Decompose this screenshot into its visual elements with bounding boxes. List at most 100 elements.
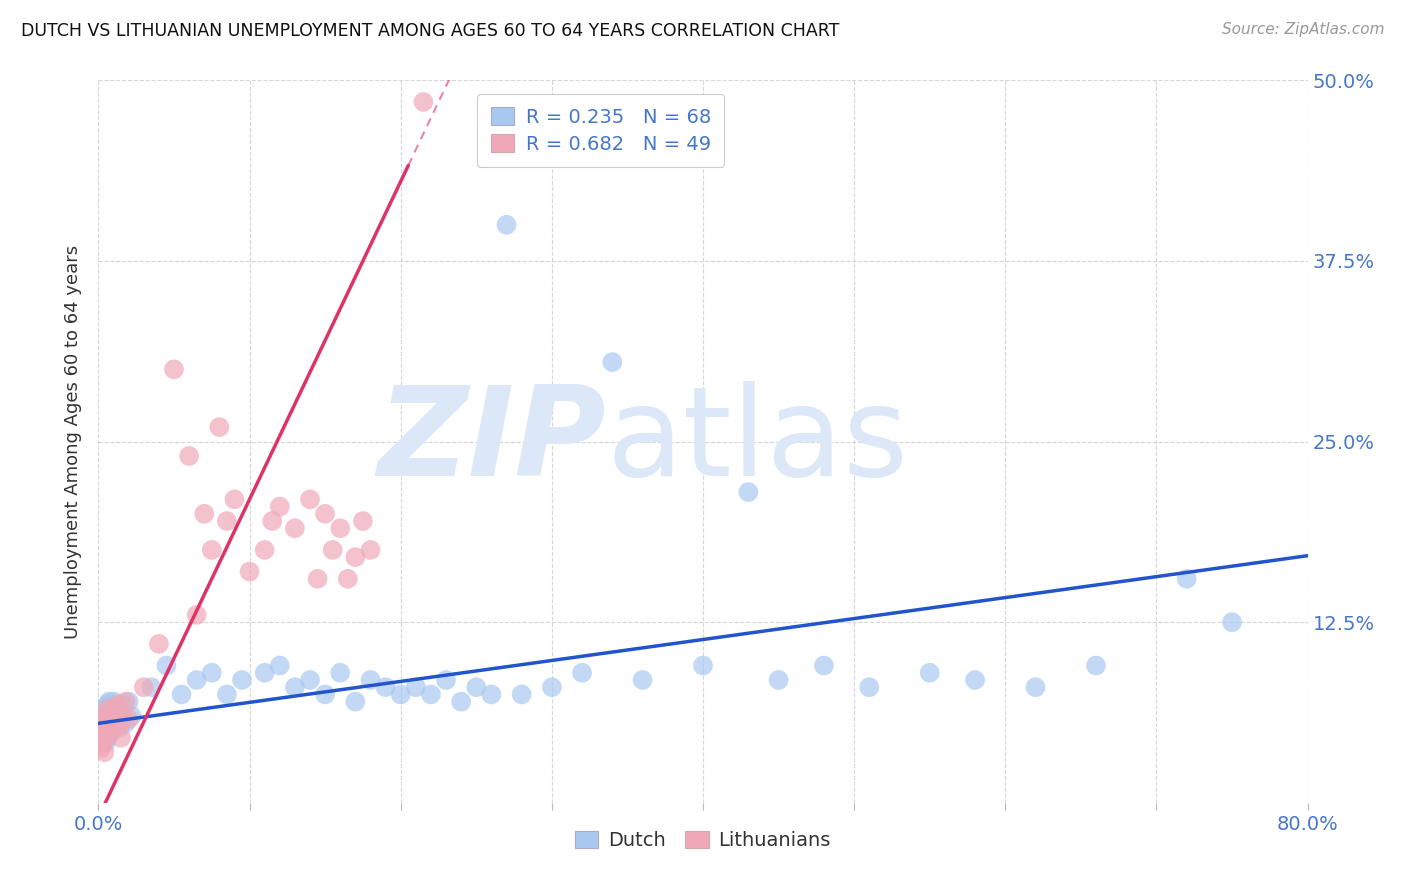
Point	[262, 514, 284, 528]
Point	[768, 673, 790, 687]
Point	[344, 550, 367, 565]
Point	[179, 449, 201, 463]
Point	[1175, 572, 1198, 586]
Point	[98, 721, 121, 735]
Point	[374, 680, 396, 694]
Point	[121, 709, 143, 723]
Point	[105, 721, 128, 735]
Point	[344, 695, 367, 709]
Point	[269, 658, 291, 673]
Point	[96, 726, 118, 740]
Point	[602, 355, 624, 369]
Point	[284, 680, 307, 694]
Point	[90, 723, 112, 738]
Point	[239, 565, 262, 579]
Point	[107, 712, 129, 726]
Point	[96, 731, 118, 745]
Point	[103, 709, 125, 723]
Point	[118, 695, 141, 709]
Point	[299, 673, 322, 687]
Point	[96, 698, 118, 712]
Point	[93, 721, 115, 735]
Point	[111, 698, 134, 712]
Legend: Dutch, Lithuanians: Dutch, Lithuanians	[568, 823, 838, 858]
Point	[89, 723, 111, 738]
Point	[111, 709, 134, 723]
Point	[98, 695, 121, 709]
Point	[100, 702, 122, 716]
Point	[132, 680, 155, 694]
Point	[737, 485, 759, 500]
Point	[96, 702, 118, 716]
Point	[215, 687, 238, 701]
Point	[314, 687, 336, 701]
Point	[495, 218, 517, 232]
Point	[94, 735, 117, 749]
Point	[90, 740, 112, 755]
Point	[465, 680, 488, 694]
Point	[90, 709, 112, 723]
Point	[434, 673, 457, 687]
Point	[224, 492, 246, 507]
Point	[91, 716, 114, 731]
Point	[360, 542, 382, 557]
Point	[965, 673, 987, 687]
Point	[91, 702, 114, 716]
Point	[91, 735, 114, 749]
Point	[692, 658, 714, 673]
Point	[100, 716, 122, 731]
Point	[208, 420, 231, 434]
Point	[94, 731, 117, 745]
Point	[360, 673, 382, 687]
Point	[110, 709, 132, 723]
Text: atlas: atlas	[606, 381, 908, 502]
Point	[420, 687, 443, 701]
Point	[201, 665, 224, 680]
Point	[314, 507, 336, 521]
Point	[269, 500, 291, 514]
Point	[481, 687, 503, 701]
Point	[114, 695, 136, 709]
Point	[405, 680, 427, 694]
Point	[307, 572, 329, 586]
Point	[1220, 615, 1243, 630]
Point	[94, 706, 117, 721]
Point	[389, 687, 412, 701]
Point	[98, 716, 121, 731]
Point	[193, 507, 215, 521]
Point	[104, 712, 127, 726]
Point	[114, 716, 136, 731]
Point	[186, 673, 208, 687]
Point	[110, 731, 132, 745]
Text: Source: ZipAtlas.com: Source: ZipAtlas.com	[1222, 22, 1385, 37]
Point	[329, 521, 352, 535]
Point	[107, 698, 129, 712]
Point	[253, 542, 276, 557]
Point	[108, 716, 131, 731]
Point	[571, 665, 593, 680]
Point	[352, 514, 374, 528]
Point	[91, 726, 114, 740]
Point	[215, 514, 238, 528]
Point	[299, 492, 322, 507]
Point	[329, 665, 352, 680]
Point	[141, 680, 163, 694]
Point	[104, 716, 127, 731]
Point	[103, 695, 125, 709]
Point	[155, 658, 177, 673]
Point	[105, 702, 128, 716]
Point	[450, 695, 472, 709]
Point	[100, 726, 122, 740]
Point	[163, 362, 186, 376]
Point	[201, 542, 224, 557]
Point	[813, 658, 835, 673]
Point	[89, 738, 111, 752]
Text: ZIP: ZIP	[378, 381, 606, 502]
Point	[93, 712, 115, 726]
Point	[631, 673, 654, 687]
Point	[540, 680, 562, 694]
Point	[231, 673, 253, 687]
Y-axis label: Unemployment Among Ages 60 to 64 years: Unemployment Among Ages 60 to 64 years	[65, 244, 83, 639]
Point	[90, 731, 112, 745]
Point	[93, 745, 115, 759]
